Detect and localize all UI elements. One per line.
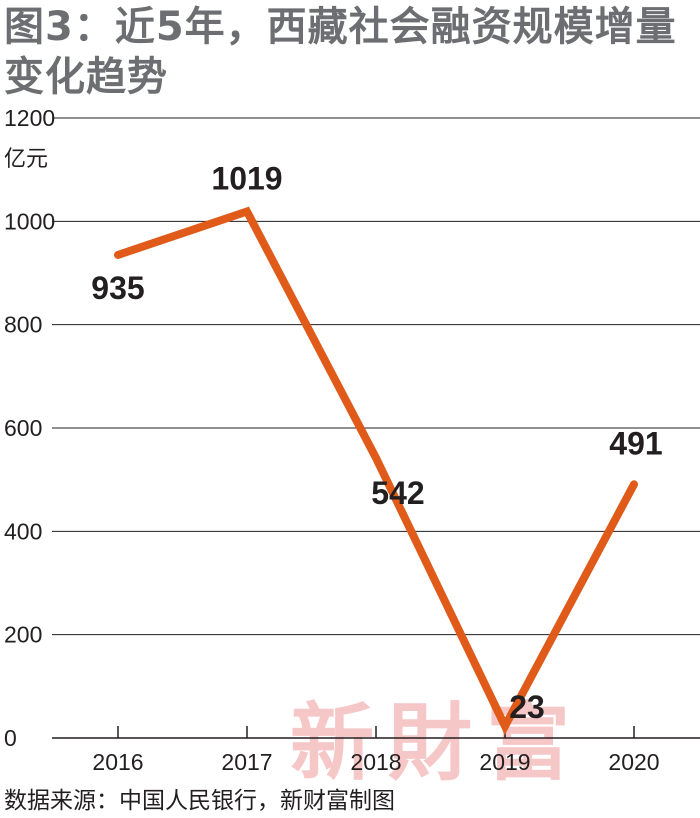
- x-tick-label-2017: 2017: [221, 749, 272, 775]
- y-tick-label-600: 600: [4, 415, 42, 441]
- data-label-2019: 23: [509, 689, 545, 725]
- x-tick-label-2020: 2020: [608, 749, 659, 775]
- data-label-2016: 935: [91, 270, 144, 306]
- y-axis-unit: 亿元: [4, 147, 48, 172]
- x-tick-label-2018: 2018: [350, 749, 401, 775]
- y-tick-label-800: 800: [4, 312, 42, 338]
- x-tick-label-2019: 2019: [479, 749, 530, 775]
- data-label-2018: 542: [371, 475, 424, 511]
- y-tick-label-0: 0: [4, 725, 17, 751]
- source-note: 数据来源：中国人民银行，新财富制图: [4, 788, 395, 814]
- data-labels: 935 1019 542 23 491: [91, 161, 662, 726]
- y-tick-label-1000: 1000: [4, 208, 55, 234]
- data-label-2020: 491: [609, 425, 662, 461]
- data-label-2017: 1019: [211, 161, 282, 197]
- gridlines: [52, 117, 700, 739]
- x-tick-label-2016: 2016: [92, 749, 143, 775]
- chart-title: 图3：近5年，西藏社会融资规模增量变化趋势: [4, 4, 677, 100]
- y-tick-label-1200: 1200: [4, 105, 55, 131]
- y-axis-ticks: 0 200 400 600 800 1000 1200: [4, 105, 55, 751]
- series-line-0: [114, 206, 638, 735]
- series-group: [114, 206, 638, 735]
- watermark-text: 新財富: [290, 693, 584, 792]
- y-tick-label-200: 200: [4, 622, 42, 648]
- y-tick-label-400: 400: [4, 518, 42, 544]
- x-axis: 2016 2017 2018 2019 2020: [92, 726, 660, 775]
